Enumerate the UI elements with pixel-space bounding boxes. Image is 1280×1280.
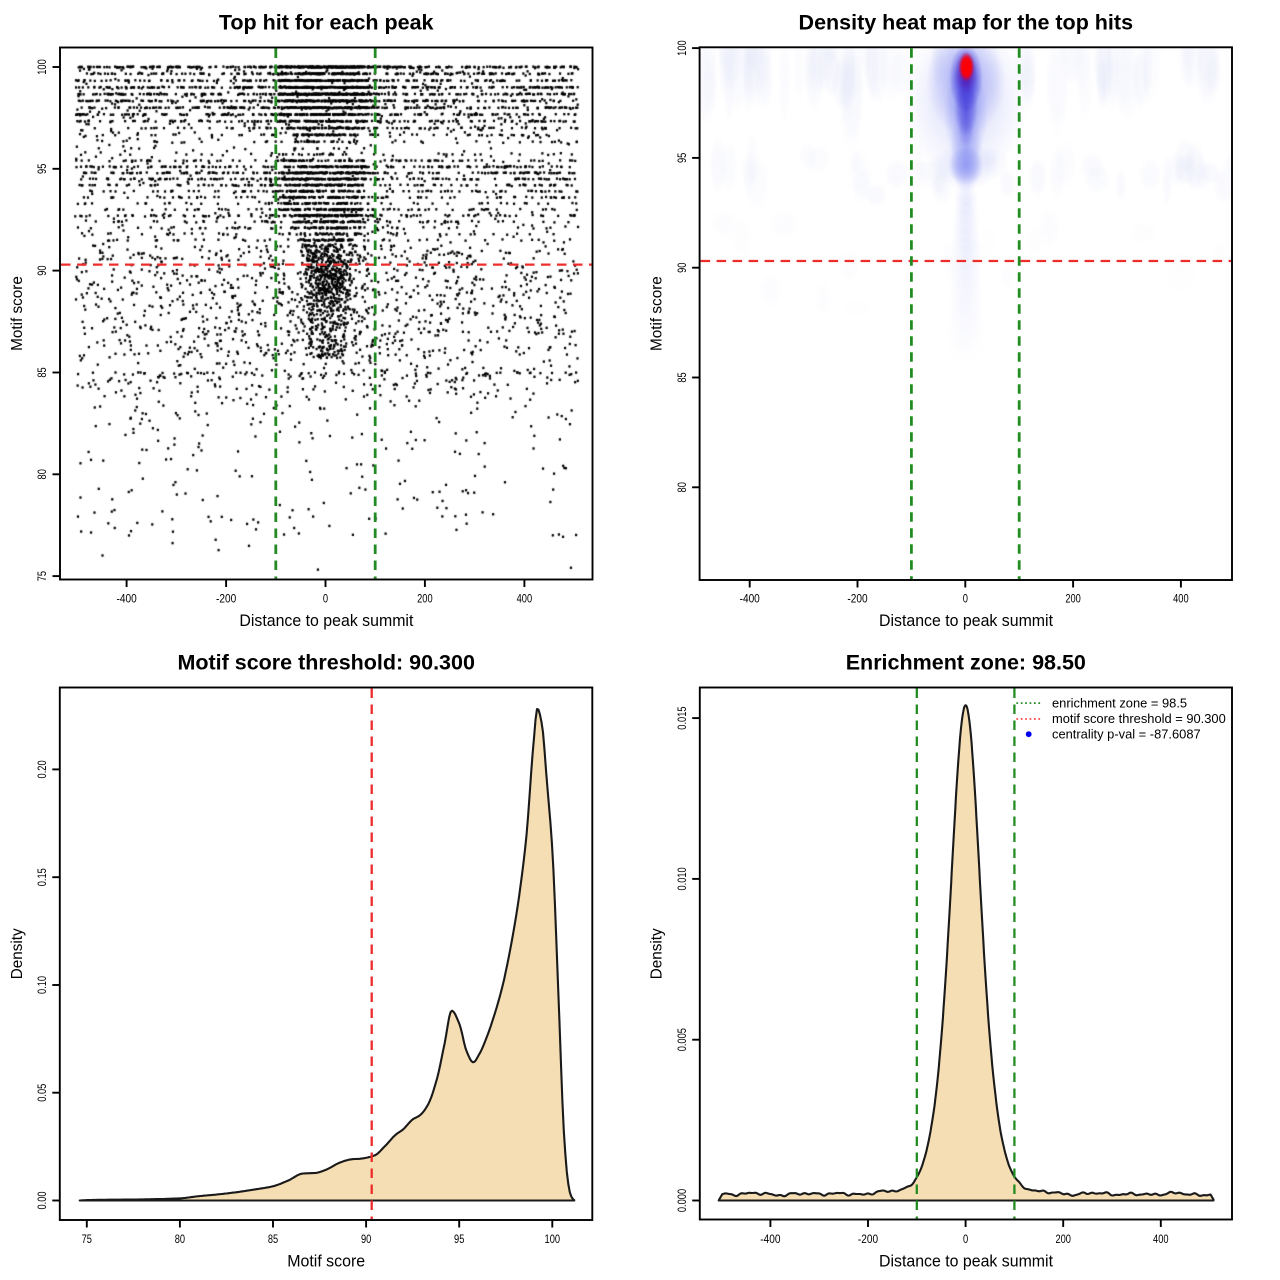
svg-text:80: 80 bbox=[677, 482, 689, 492]
svg-text:85: 85 bbox=[37, 367, 49, 377]
svg-text:Motif score: Motif score bbox=[287, 1251, 365, 1270]
svg-text:200: 200 bbox=[1065, 593, 1081, 605]
svg-text:Distance to peak summit: Distance to peak summit bbox=[239, 611, 413, 630]
svg-text:0: 0 bbox=[963, 1234, 968, 1246]
svg-text:90: 90 bbox=[677, 263, 689, 273]
svg-text:95: 95 bbox=[454, 1234, 464, 1246]
svg-text:95: 95 bbox=[677, 153, 689, 163]
svg-text:85: 85 bbox=[677, 372, 689, 382]
svg-text:enrichment zone = 98.5: enrichment zone = 98.5 bbox=[1052, 695, 1187, 710]
svg-text:0: 0 bbox=[963, 593, 968, 605]
svg-text:-400: -400 bbox=[740, 593, 760, 605]
svg-text:95: 95 bbox=[37, 164, 49, 174]
svg-text:90: 90 bbox=[361, 1234, 371, 1246]
svg-text:Top hit for each peak: Top hit for each peak bbox=[219, 11, 434, 35]
svg-text:0: 0 bbox=[323, 593, 328, 605]
svg-text:80: 80 bbox=[37, 469, 49, 479]
svg-text:Density: Density bbox=[649, 928, 666, 979]
svg-text:-400: -400 bbox=[760, 1234, 780, 1246]
svg-text:0.015: 0.015 bbox=[677, 707, 689, 730]
svg-text:100: 100 bbox=[677, 40, 689, 56]
svg-text:Motif score: Motif score bbox=[649, 276, 666, 351]
svg-text:400: 400 bbox=[517, 593, 533, 605]
svg-text:-200: -200 bbox=[216, 593, 236, 605]
svg-text:Density heat map for the top h: Density heat map for the top hits bbox=[799, 11, 1134, 35]
svg-text:80: 80 bbox=[175, 1234, 185, 1246]
svg-text:85: 85 bbox=[268, 1234, 278, 1246]
svg-text:Density: Density bbox=[9, 928, 26, 979]
svg-text:0.05: 0.05 bbox=[37, 1084, 49, 1102]
svg-text:Distance to peak summit: Distance to peak summit bbox=[879, 611, 1053, 630]
svg-text:100: 100 bbox=[37, 59, 49, 75]
svg-text:0.10: 0.10 bbox=[37, 976, 49, 994]
svg-text:90: 90 bbox=[37, 265, 49, 275]
svg-text:Motif score: Motif score bbox=[9, 276, 26, 351]
svg-text:400: 400 bbox=[1153, 1234, 1169, 1246]
svg-text:Distance to peak summit: Distance to peak summit bbox=[879, 1251, 1053, 1270]
svg-text:0.15: 0.15 bbox=[37, 868, 49, 886]
svg-text:0.010: 0.010 bbox=[677, 867, 689, 890]
svg-text:0.00: 0.00 bbox=[37, 1191, 49, 1209]
svg-text:100: 100 bbox=[545, 1234, 561, 1246]
svg-text:Enrichment zone: 98.50: Enrichment zone: 98.50 bbox=[846, 651, 1086, 675]
svg-text:motif score threshold = 90.300: motif score threshold = 90.300 bbox=[1052, 711, 1226, 726]
svg-text:400: 400 bbox=[1173, 593, 1189, 605]
svg-text:75: 75 bbox=[37, 571, 49, 581]
svg-text:200: 200 bbox=[1055, 1234, 1071, 1246]
svg-text:0.005: 0.005 bbox=[677, 1028, 689, 1051]
svg-text:centrality p-val = -87.6087: centrality p-val = -87.6087 bbox=[1052, 727, 1201, 742]
svg-text:200: 200 bbox=[417, 593, 433, 605]
svg-text:-200: -200 bbox=[847, 593, 867, 605]
svg-text:0.000: 0.000 bbox=[677, 1189, 689, 1212]
svg-text:Motif score threshold: 90.300: Motif score threshold: 90.300 bbox=[177, 651, 475, 675]
svg-text:-200: -200 bbox=[858, 1234, 878, 1246]
svg-text:0.20: 0.20 bbox=[37, 760, 49, 778]
svg-text:-400: -400 bbox=[117, 593, 137, 605]
svg-text:75: 75 bbox=[82, 1234, 92, 1246]
